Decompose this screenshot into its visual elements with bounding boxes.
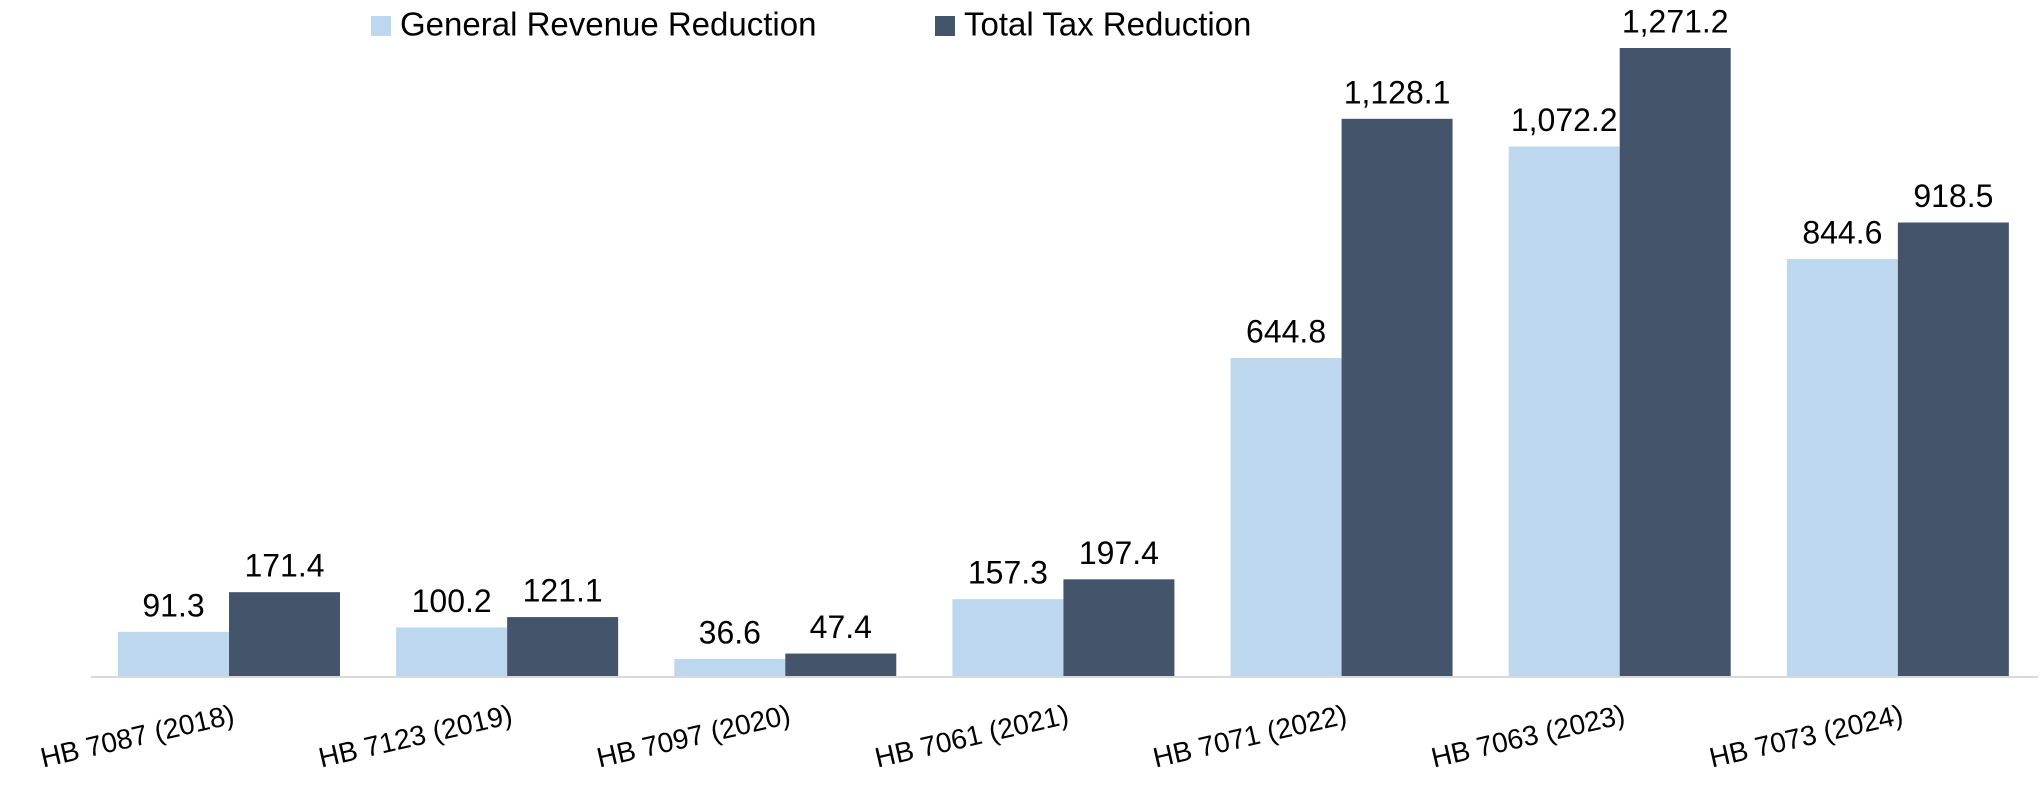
data-label: 644.8 xyxy=(1246,313,1326,349)
bar xyxy=(785,653,897,677)
data-label: 157.3 xyxy=(968,555,1048,591)
bar xyxy=(1786,259,1898,677)
legend-swatch xyxy=(935,16,955,36)
x-tick-label: HB 7087 (2018) xyxy=(37,699,237,774)
bar xyxy=(1230,357,1342,677)
x-tick-label: HB 7071 (2022) xyxy=(1150,699,1350,774)
x-tick-label: HB 7097 (2020) xyxy=(594,699,794,774)
bar xyxy=(1619,48,1731,677)
bar xyxy=(396,627,508,677)
data-label: 36.6 xyxy=(699,614,761,650)
data-label: 91.3 xyxy=(142,587,204,623)
bar xyxy=(952,599,1064,677)
x-tick-label: HB 7123 (2019) xyxy=(316,699,516,774)
legend-swatch xyxy=(371,16,391,36)
bar xyxy=(118,631,229,677)
x-tick-label: HB 7063 (2023) xyxy=(1428,699,1628,774)
data-label: 197.4 xyxy=(1079,535,1159,571)
bar xyxy=(229,592,340,677)
data-label: 1,128.1 xyxy=(1344,74,1451,110)
x-tick-label: HB 7073 (2024) xyxy=(1706,699,1906,774)
data-label: 171.4 xyxy=(244,548,324,584)
bar xyxy=(507,617,619,677)
data-label: 121.1 xyxy=(523,573,603,609)
data-label: 1,072.2 xyxy=(1511,102,1618,138)
bar xyxy=(1897,222,2009,677)
bar xyxy=(1341,118,1453,678)
data-label: 100.2 xyxy=(412,583,492,619)
legend-label: General Revenue Reduction xyxy=(400,6,816,43)
legend-label: Total Tax Reduction xyxy=(964,6,1251,43)
bar xyxy=(1063,579,1175,677)
bar xyxy=(674,658,786,677)
x-tick-label: HB 7061 (2021) xyxy=(872,699,1072,774)
data-label: 844.6 xyxy=(1802,215,1882,251)
data-label: 918.5 xyxy=(1913,178,1993,214)
data-label: 1,271.2 xyxy=(1622,3,1729,39)
bar xyxy=(1508,146,1620,677)
data-label: 47.4 xyxy=(810,609,872,645)
